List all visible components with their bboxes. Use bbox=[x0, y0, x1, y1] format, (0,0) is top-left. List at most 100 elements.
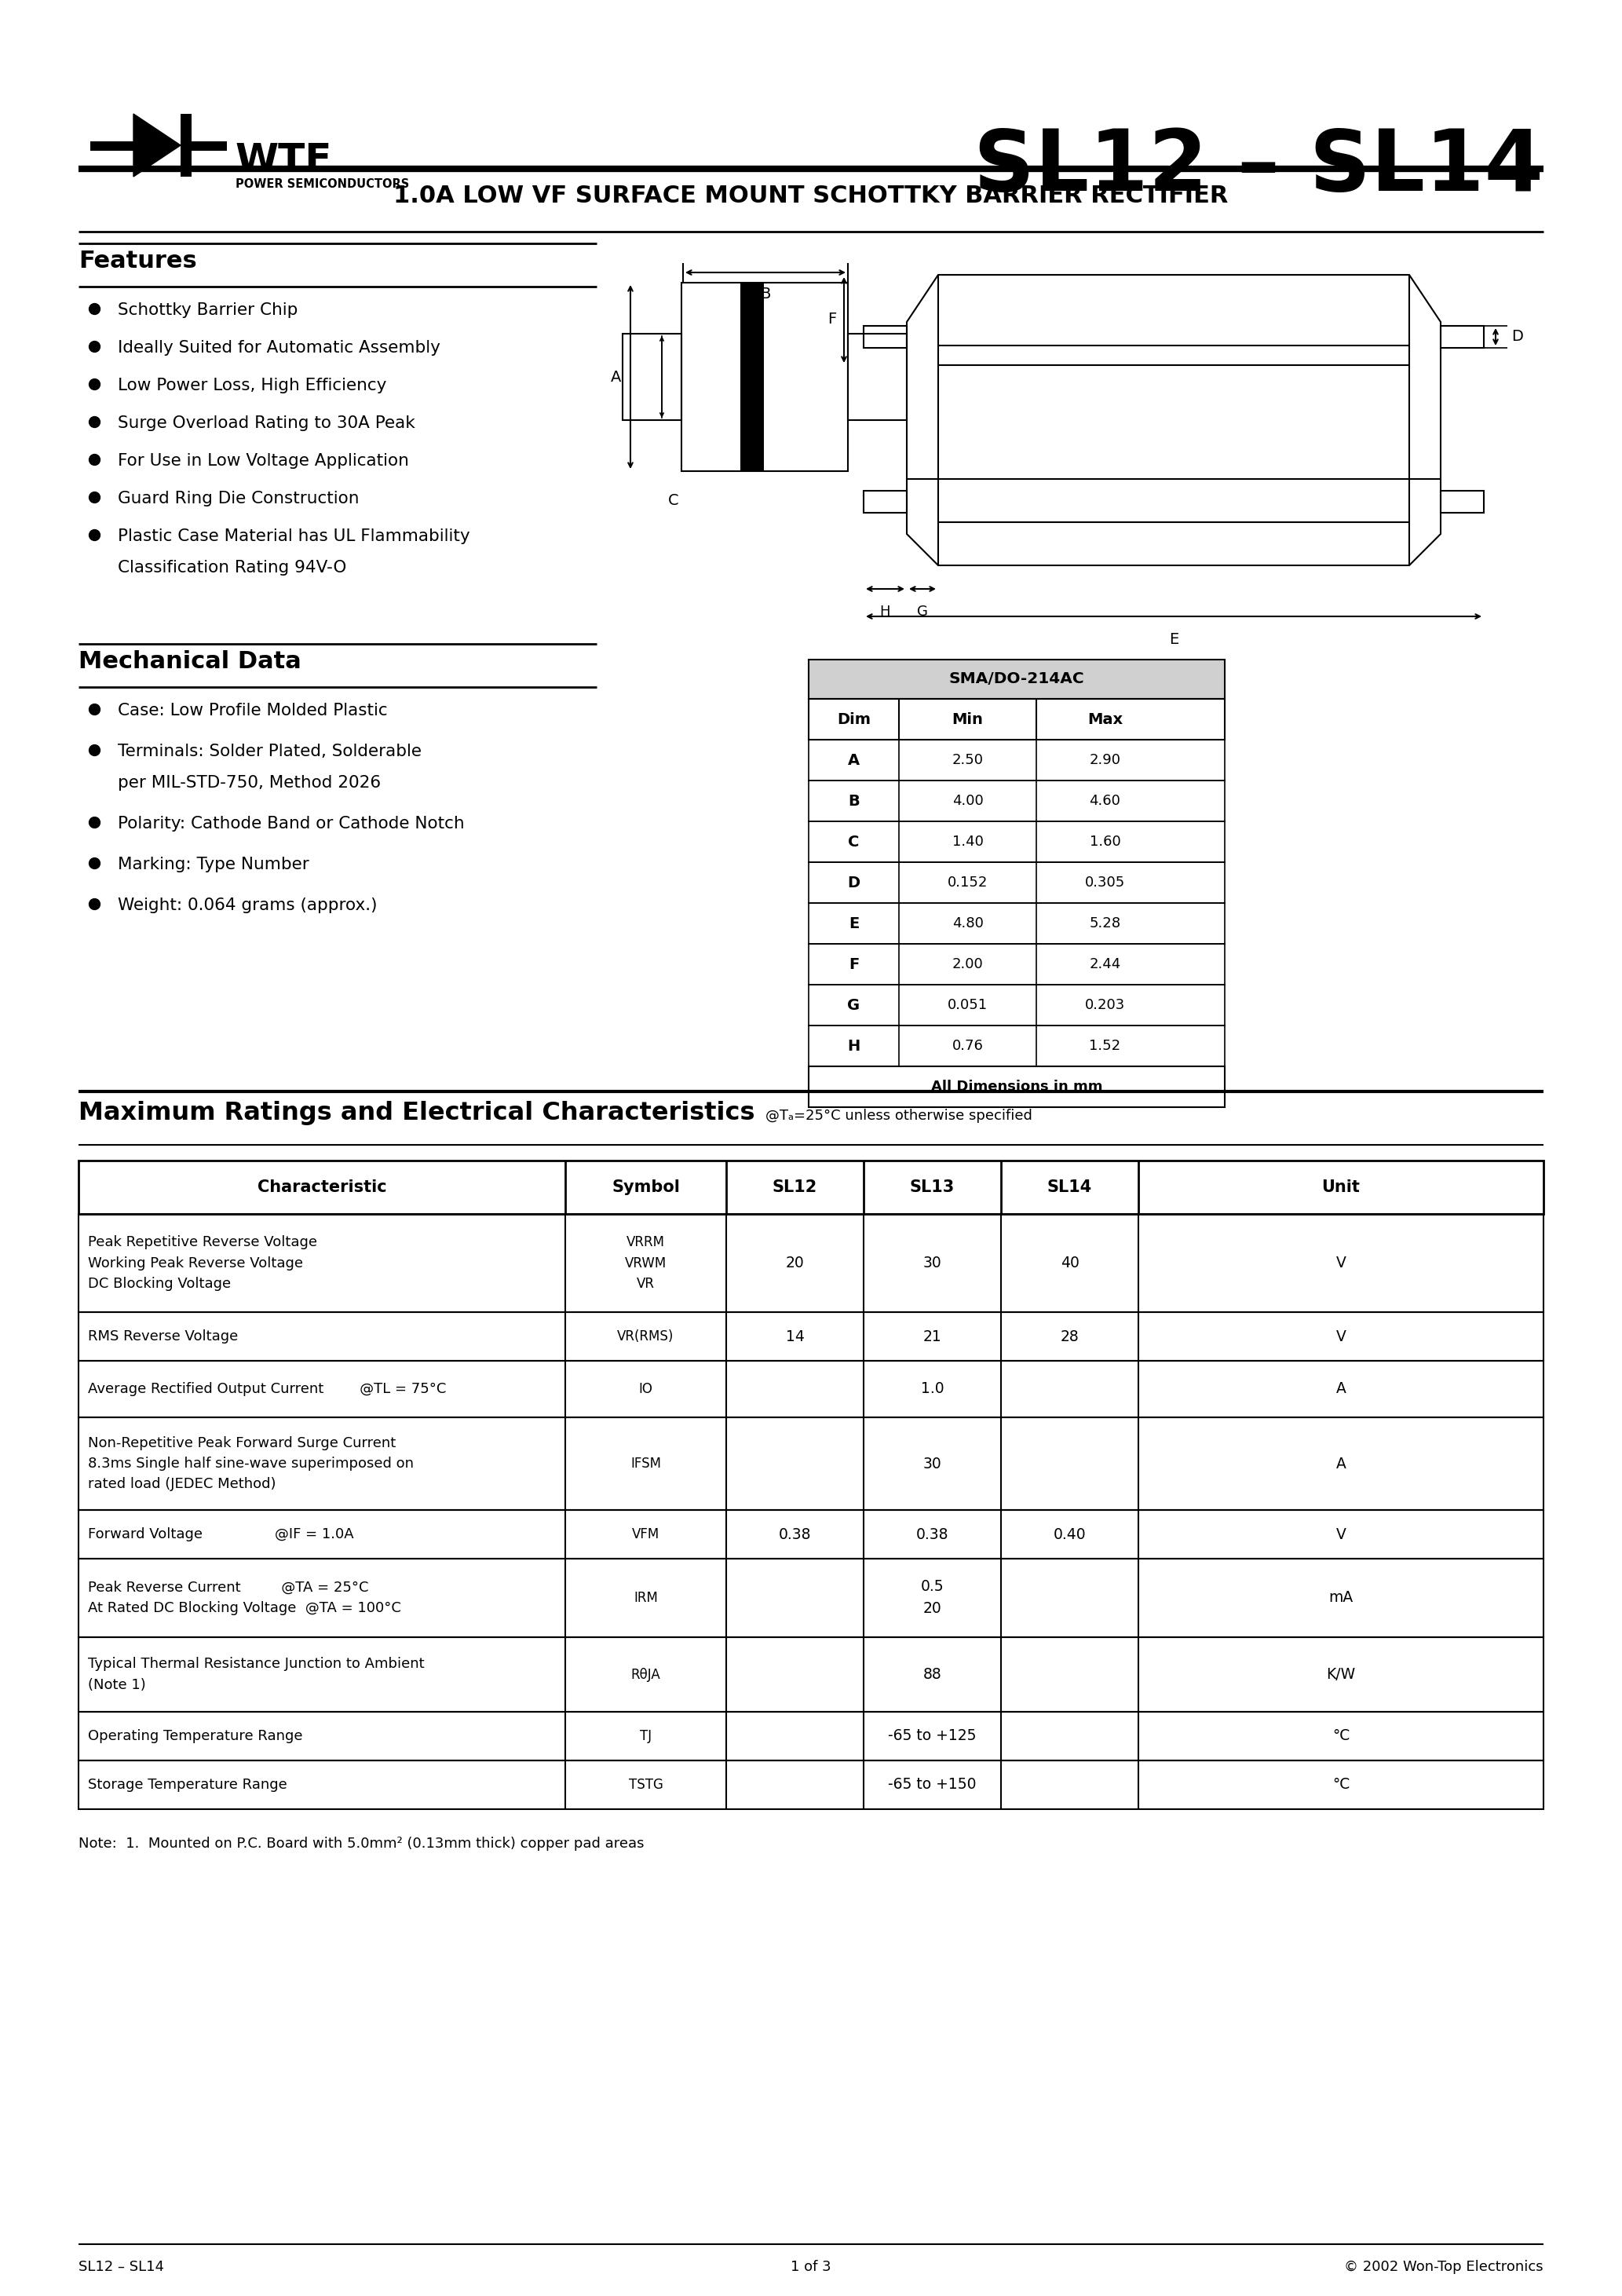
Bar bbox=[78, 1215, 1544, 1311]
Text: SL13: SL13 bbox=[910, 1180, 955, 1196]
Text: E: E bbox=[848, 916, 860, 930]
Text: 1.52: 1.52 bbox=[1090, 1038, 1121, 1054]
Text: IFSM: IFSM bbox=[631, 1456, 662, 1472]
Text: Dim: Dim bbox=[837, 712, 871, 728]
Bar bbox=[863, 326, 907, 349]
Bar bbox=[809, 781, 1225, 822]
Text: G: G bbox=[847, 999, 860, 1013]
Text: @Tₐ=25°C unless otherwise specified: @Tₐ=25°C unless otherwise specified bbox=[766, 1109, 1032, 1123]
Text: D: D bbox=[847, 875, 860, 891]
Text: 0.76: 0.76 bbox=[952, 1038, 983, 1054]
Text: 0.203: 0.203 bbox=[1085, 999, 1126, 1013]
Text: Non-Repetitive Peak Forward Surge Current
8.3ms Single half sine-wave superimpos: Non-Repetitive Peak Forward Surge Curren… bbox=[88, 1435, 414, 1492]
Text: Weight: 0.064 grams (approx.): Weight: 0.064 grams (approx.) bbox=[118, 898, 378, 914]
Text: Forward Voltage                @IF = 1.0A: Forward Voltage @IF = 1.0A bbox=[88, 1527, 354, 1541]
Text: A: A bbox=[848, 753, 860, 767]
Bar bbox=[623, 333, 681, 420]
Text: Max: Max bbox=[1087, 712, 1122, 728]
Text: Marking: Type Number: Marking: Type Number bbox=[118, 856, 310, 872]
Text: Maximum Ratings and Electrical Characteristics: Maximum Ratings and Electrical Character… bbox=[78, 1100, 754, 1125]
Bar bbox=[809, 944, 1225, 985]
Text: Surge Overload Rating to 30A Peak: Surge Overload Rating to 30A Peak bbox=[118, 416, 415, 432]
Bar bbox=[91, 142, 133, 152]
Bar bbox=[809, 985, 1225, 1026]
Text: °C: °C bbox=[1332, 1777, 1350, 1793]
Text: F: F bbox=[827, 312, 835, 326]
Text: 0.38: 0.38 bbox=[779, 1527, 811, 1543]
Polygon shape bbox=[133, 115, 180, 177]
Text: H: H bbox=[879, 604, 890, 618]
Text: per MIL-STD-750, Method 2026: per MIL-STD-750, Method 2026 bbox=[118, 776, 381, 790]
Bar bbox=[809, 822, 1225, 863]
Text: V: V bbox=[1337, 1329, 1346, 1343]
Text: Unit: Unit bbox=[1322, 1180, 1361, 1196]
Text: Case: Low Profile Molded Plastic: Case: Low Profile Molded Plastic bbox=[118, 703, 388, 719]
Text: H: H bbox=[847, 1038, 860, 1054]
Bar bbox=[809, 1026, 1225, 1065]
Bar bbox=[809, 659, 1225, 698]
Bar bbox=[863, 491, 907, 512]
Text: VR(RMS): VR(RMS) bbox=[618, 1329, 675, 1343]
Text: 14: 14 bbox=[785, 1329, 805, 1343]
Bar bbox=[740, 282, 764, 471]
Text: A: A bbox=[1337, 1456, 1346, 1472]
Bar bbox=[78, 1559, 1544, 1637]
Text: G: G bbox=[916, 604, 928, 618]
Text: 40: 40 bbox=[1061, 1256, 1079, 1270]
Bar bbox=[1440, 491, 1484, 512]
Text: POWER SEMICONDUCTORS: POWER SEMICONDUCTORS bbox=[235, 179, 409, 191]
Bar bbox=[191, 142, 227, 152]
Text: © 2002 Won-Top Electronics: © 2002 Won-Top Electronics bbox=[1345, 2259, 1544, 2273]
Text: 30: 30 bbox=[923, 1456, 942, 1472]
Text: A: A bbox=[1337, 1382, 1346, 1396]
Bar bbox=[78, 1362, 1544, 1417]
Text: TSTG: TSTG bbox=[628, 1777, 663, 1791]
Text: mA: mA bbox=[1328, 1591, 1353, 1605]
Text: 2.90: 2.90 bbox=[1090, 753, 1121, 767]
Text: Storage Temperature Range: Storage Temperature Range bbox=[88, 1777, 287, 1791]
Text: WTE: WTE bbox=[235, 142, 333, 179]
Text: F: F bbox=[848, 957, 860, 971]
Text: SL12: SL12 bbox=[772, 1180, 817, 1196]
Bar bbox=[78, 1417, 1544, 1511]
Text: Plastic Case Material has UL Flammability: Plastic Case Material has UL Flammabilit… bbox=[118, 528, 470, 544]
Text: 0.40: 0.40 bbox=[1053, 1527, 1087, 1543]
Text: 30: 30 bbox=[923, 1256, 942, 1270]
Text: V: V bbox=[1337, 1256, 1346, 1270]
Text: All Dimensions in mm: All Dimensions in mm bbox=[931, 1079, 1103, 1093]
Text: B: B bbox=[761, 287, 770, 301]
Text: TJ: TJ bbox=[639, 1729, 652, 1743]
Text: 4.00: 4.00 bbox=[952, 794, 983, 808]
Bar bbox=[809, 698, 1225, 739]
Text: V: V bbox=[1337, 1527, 1346, 1543]
Text: D: D bbox=[1512, 328, 1523, 344]
Text: A: A bbox=[610, 370, 621, 383]
Text: RθJA: RθJA bbox=[631, 1667, 660, 1681]
Text: Characteristic: Characteristic bbox=[258, 1180, 386, 1196]
Text: Symbol: Symbol bbox=[611, 1180, 680, 1196]
Text: Classification Rating 94V-O: Classification Rating 94V-O bbox=[118, 560, 347, 576]
Text: Ideally Suited for Automatic Assembly: Ideally Suited for Automatic Assembly bbox=[118, 340, 440, 356]
Text: IRM: IRM bbox=[634, 1591, 659, 1605]
Text: Mechanical Data: Mechanical Data bbox=[78, 650, 302, 673]
Text: Peak Repetitive Reverse Voltage
Working Peak Reverse Voltage
DC Blocking Voltage: Peak Repetitive Reverse Voltage Working … bbox=[88, 1235, 318, 1290]
Text: C: C bbox=[848, 833, 860, 850]
Text: Typical Thermal Resistance Junction to Ambient
(Note 1): Typical Thermal Resistance Junction to A… bbox=[88, 1658, 425, 1692]
Bar bbox=[1440, 326, 1484, 349]
Text: -65 to +125: -65 to +125 bbox=[889, 1729, 976, 1743]
Text: 4.80: 4.80 bbox=[952, 916, 983, 930]
Text: 2.50: 2.50 bbox=[952, 753, 983, 767]
Text: 1.0: 1.0 bbox=[921, 1382, 944, 1396]
Text: Low Power Loss, High Efficiency: Low Power Loss, High Efficiency bbox=[118, 379, 386, 393]
Bar bbox=[78, 1159, 1544, 1215]
Text: SL14: SL14 bbox=[1048, 1180, 1092, 1196]
Text: 2.44: 2.44 bbox=[1090, 957, 1121, 971]
Text: Terminals: Solder Plated, Solderable: Terminals: Solder Plated, Solderable bbox=[118, 744, 422, 760]
Text: Average Rectified Output Current        @TL = 75°C: Average Rectified Output Current @TL = 7… bbox=[88, 1382, 446, 1396]
Bar bbox=[78, 1761, 1544, 1809]
Text: VRRM
VRWM
VR: VRRM VRWM VR bbox=[624, 1235, 667, 1290]
Bar bbox=[848, 333, 907, 420]
Text: Schottky Barrier Chip: Schottky Barrier Chip bbox=[118, 303, 298, 319]
Bar bbox=[809, 659, 1225, 698]
Text: IO: IO bbox=[639, 1382, 652, 1396]
